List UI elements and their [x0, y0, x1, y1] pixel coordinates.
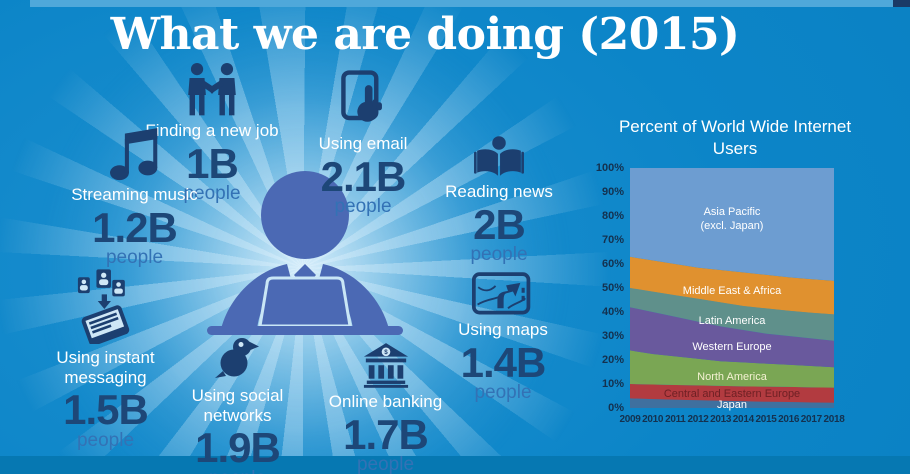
y-tick-label: 80%	[601, 210, 624, 222]
stat-value: 1.9B	[195, 424, 281, 472]
stat-unit: people	[105, 247, 164, 269]
y-axis: 0% 10% 20% 30% 40% 50% 60% 70% 80% 90% 100%	[582, 162, 624, 414]
page-title: What we are doing (2015)	[110, 9, 740, 60]
tablet-hand-icon	[292, 70, 434, 130]
x-tick-label: 2013	[710, 414, 732, 425]
stat-unit: people	[334, 196, 392, 218]
area-latin-america	[630, 288, 834, 341]
area-middle-east-africa	[630, 256, 834, 315]
stacked-area-chart	[630, 168, 834, 408]
area-japan	[630, 398, 834, 408]
x-tick-label: 2012	[687, 414, 709, 425]
stat-social-networks: Using social networks 1.9B people	[160, 332, 315, 474]
stat-value: 1.4B	[460, 338, 547, 386]
x-tick-label: 2010	[642, 414, 664, 425]
y-tick-label: 50%	[601, 282, 624, 294]
area-central-and-eastern-europe	[630, 384, 834, 403]
stat-label: Finding a new job	[145, 121, 279, 140]
x-tick-label: 2017	[800, 414, 822, 425]
tablet-contacts-icon	[28, 268, 183, 344]
stat-unit: people	[76, 429, 135, 451]
x-tick-label: 2009	[619, 414, 641, 425]
chart-title: Percent of World Wide Internet Users	[618, 117, 852, 159]
area-north-america	[630, 350, 834, 388]
y-tick-label: 90%	[601, 186, 624, 198]
stat-using-email: Using email 2.1B people	[292, 70, 434, 217]
y-tick-label: 100%	[595, 162, 624, 174]
music-note-icon	[52, 128, 217, 181]
top-corner-accent	[893, 0, 910, 7]
x-tick-label: 2014	[732, 414, 754, 425]
stat-using-maps: Using maps 1.4B people	[432, 272, 574, 403]
handshake-icon	[128, 62, 296, 117]
stat-unit: people	[474, 382, 532, 404]
bird-icon	[160, 332, 315, 382]
stat-unit: people	[183, 183, 241, 205]
stat-label: Using social networks	[191, 386, 284, 425]
top-accent-strip	[30, 0, 893, 7]
stat-value: 1.5B	[63, 386, 149, 434]
stat-value: 1.7B	[343, 410, 429, 458]
y-tick-label: 70%	[601, 234, 624, 246]
stat-unit: people	[470, 244, 528, 266]
stat-reading-news: Reading news 2B people	[428, 136, 570, 265]
stat-streaming-music: Streaming music 1.2B people	[52, 128, 217, 268]
stat-instant-messaging: Using instant messaging 1.5B people	[28, 268, 183, 451]
stat-label: Streaming music	[71, 185, 198, 204]
stat-value: 1B	[186, 139, 239, 187]
stat-label: Online banking	[328, 392, 443, 411]
y-tick-label: 10%	[601, 378, 624, 390]
stat-label: Using email	[318, 134, 408, 153]
gps-navigator-icon	[432, 272, 574, 316]
bank-icon: $	[308, 342, 463, 388]
area-asia-pacific-excl-japan-	[630, 168, 834, 281]
x-axis: 2009 2010 2011 2012 2013 2014 2015 2016 2017 2018	[619, 414, 844, 428]
stat-online-banking: $ Online banking 1.7B people	[308, 342, 463, 474]
y-tick-label: 20%	[601, 354, 624, 366]
stat-unit: people	[356, 454, 415, 474]
bottom-band	[0, 456, 910, 474]
y-tick-label: 30%	[601, 330, 624, 342]
y-tick-label: 60%	[601, 258, 624, 270]
stat-value: 2.1B	[320, 152, 407, 200]
svg-text:$: $	[384, 349, 388, 356]
x-tick-label: 2018	[823, 414, 845, 425]
y-tick-label: 40%	[601, 306, 624, 318]
stat-label: Reading news	[445, 182, 553, 201]
x-tick-label: 2011	[665, 414, 686, 425]
area-western-europe	[630, 307, 834, 368]
x-tick-label: 2015	[755, 414, 777, 425]
stat-value: 2B	[473, 200, 526, 248]
person-at-laptop-icon	[205, 168, 405, 343]
stat-value: 1.2B	[92, 203, 178, 251]
x-tick-label: 2016	[778, 414, 800, 425]
person-reading-icon	[428, 136, 570, 178]
stat-label: Using instant messaging	[56, 348, 155, 387]
stat-unit: people	[160, 469, 315, 474]
stat-finding-job: Finding a new job 1B people	[128, 62, 296, 204]
stat-label: Using maps	[458, 320, 548, 339]
y-tick-label: 0%	[608, 402, 624, 414]
